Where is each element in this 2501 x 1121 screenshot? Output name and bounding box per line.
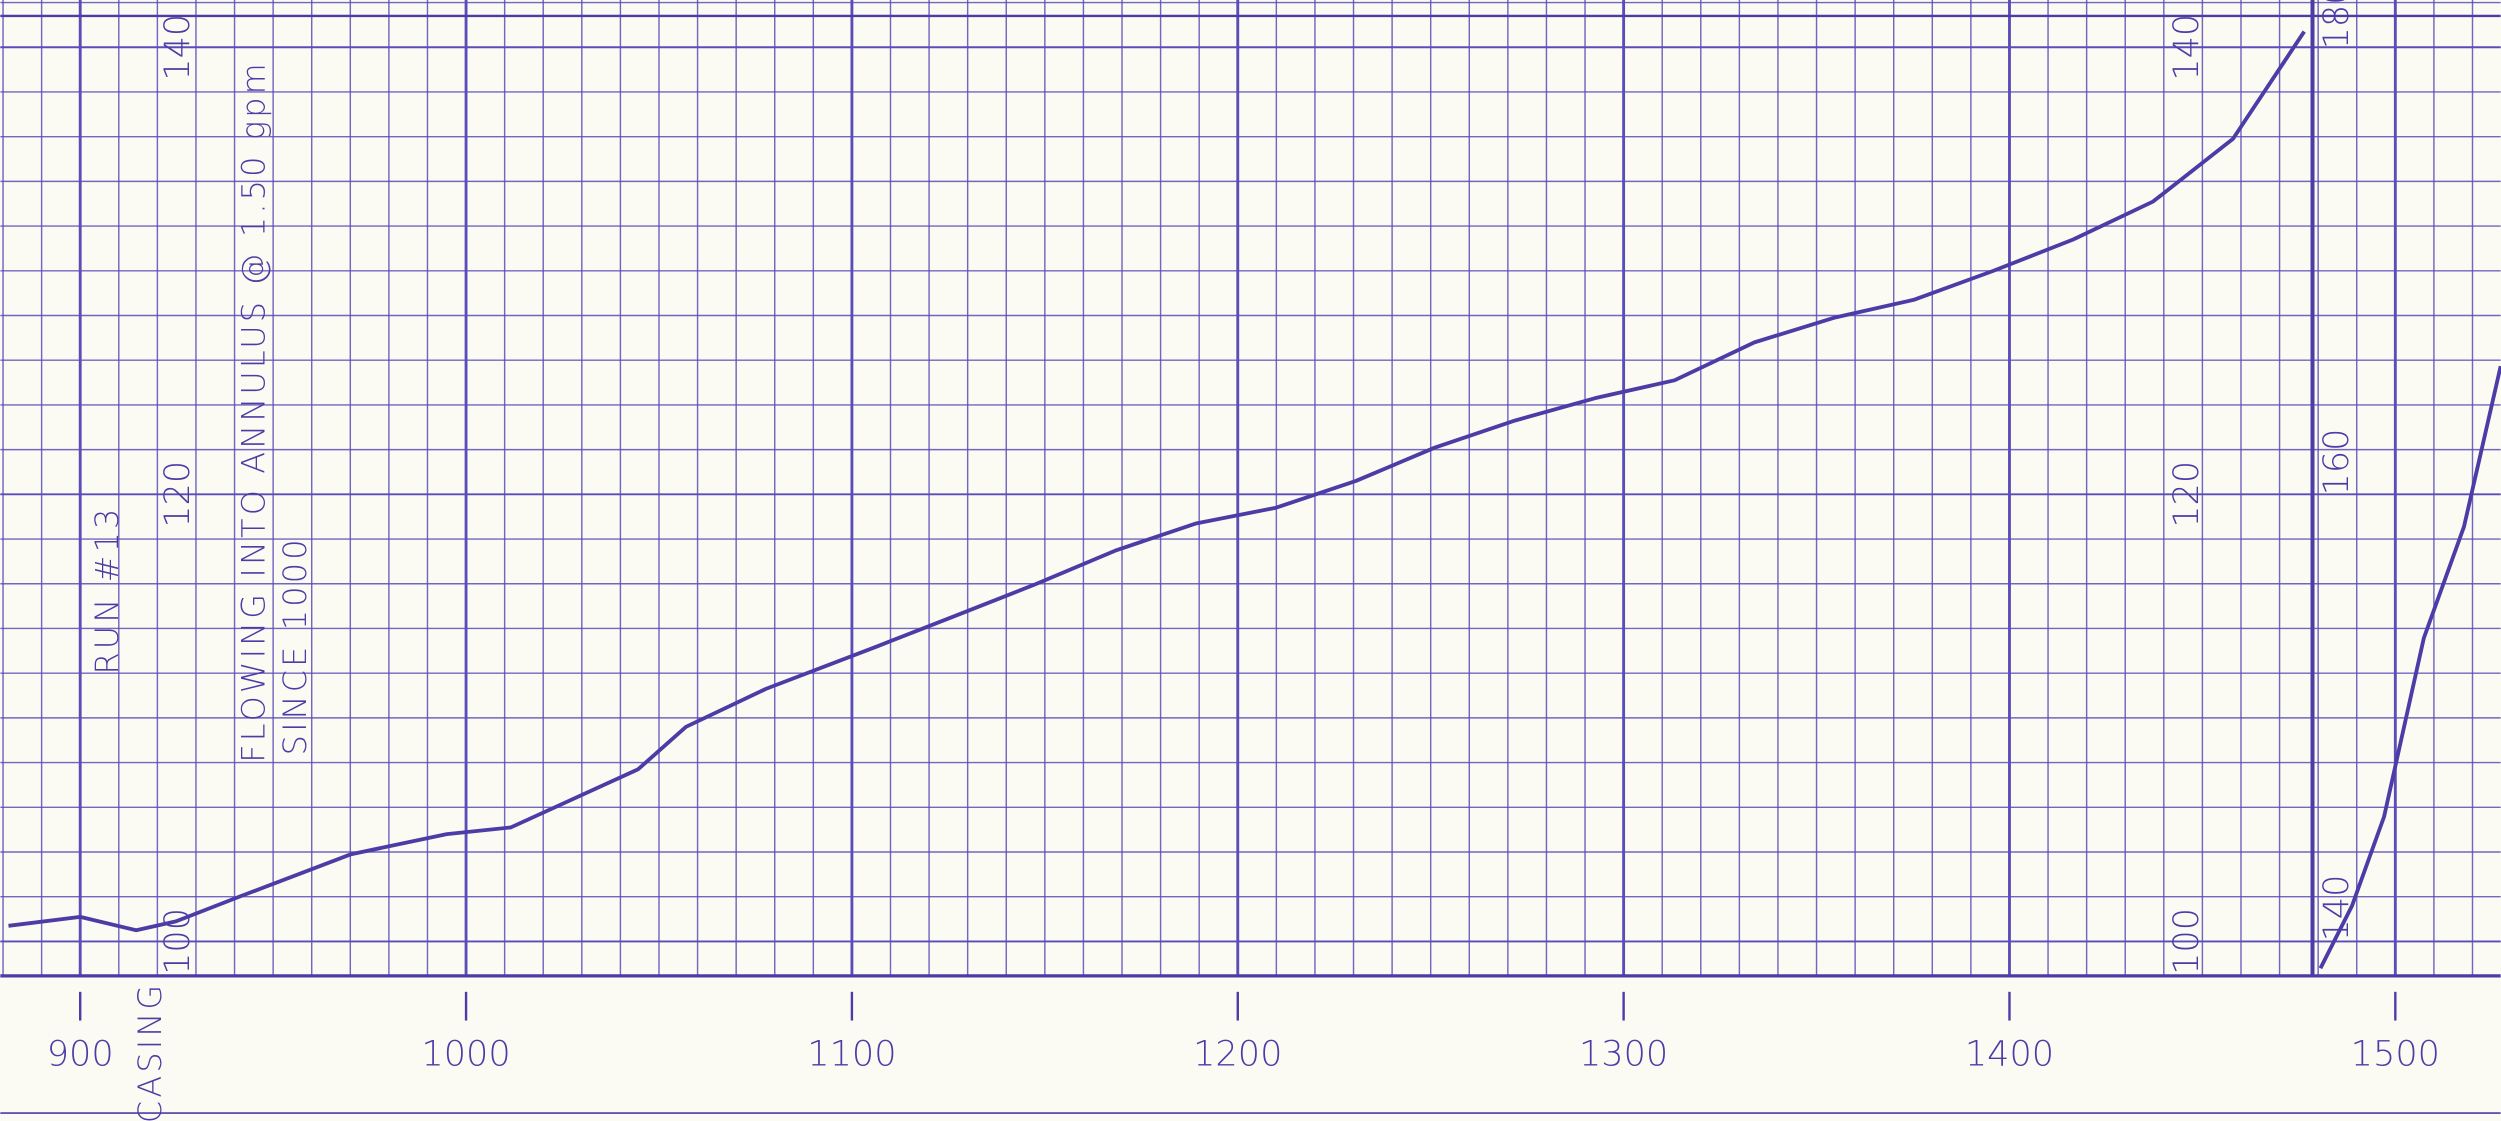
x-tick-label: 1200: [1193, 1034, 1282, 1075]
y-tick-label: 140: [157, 14, 198, 81]
x-tick-label: 1100: [807, 1034, 896, 1075]
temperature-line: [2318, 365, 2501, 970]
y2-tick-label: 160: [2316, 429, 2357, 496]
temperature-line: [8, 30, 2306, 933]
flow-note: FLOWING INTO ANNULUS @ 1.50 gpm: [234, 60, 272, 763]
run-label: RUN #13: [88, 505, 126, 674]
y-tick-label: 120: [2166, 461, 2207, 528]
x-tick-label: 1000: [421, 1034, 510, 1075]
x-tick-label: 1500: [2351, 1034, 2440, 1075]
x-tick-label: 1400: [1965, 1034, 2054, 1075]
casing-note: CASING: [131, 982, 169, 1121]
y2-tick-label: 180: [2316, 0, 2357, 49]
since-note: SINCE 1000: [276, 536, 314, 755]
y-tick-label: 100: [2166, 908, 2207, 975]
y-tick-label: 120: [157, 461, 198, 528]
y-tick-label: 100: [157, 908, 198, 975]
x-tick-label: 900: [47, 1034, 114, 1075]
x-tick-label: 1300: [1579, 1034, 1668, 1075]
y-tick-label: 140: [2166, 14, 2207, 81]
